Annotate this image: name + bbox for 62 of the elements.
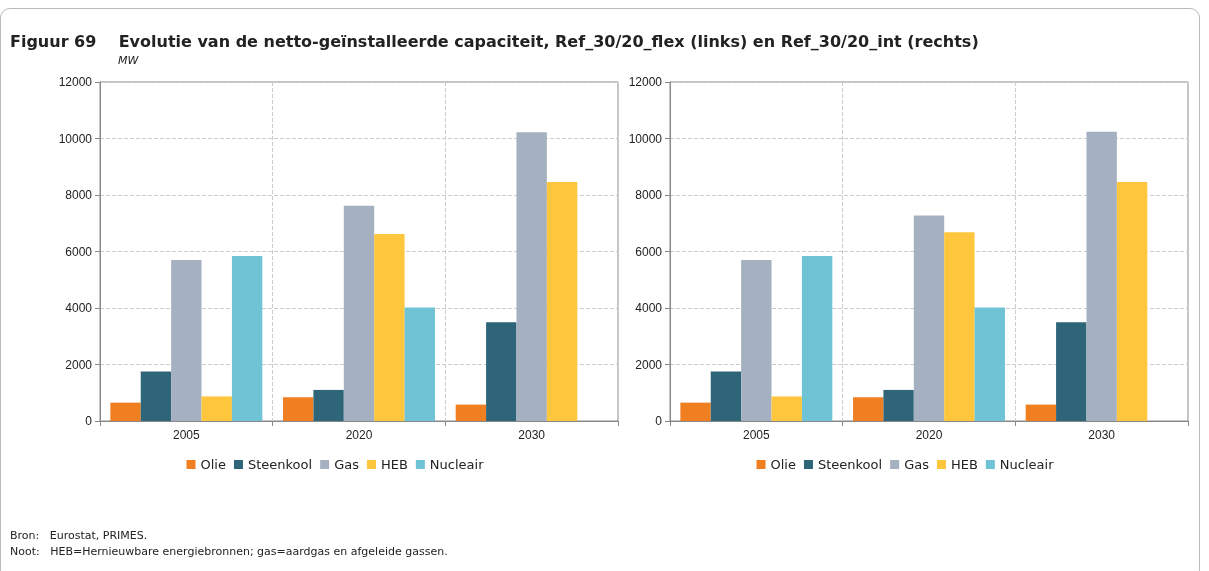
chart-title: Figuur 69 Evolutie van de netto-geïnstalleerde capaciteit, Ref_30/20_flex (links) en Ref_30/20_int (rechts) [10,32,979,51]
bar [546,182,578,421]
legend-label: Olie [770,457,796,472]
legend-label: Steenkool [247,457,313,472]
y-tick-label: 10000 [58,131,93,146]
bar [710,371,742,421]
bar [201,396,232,421]
y-tick-label: 10000 [628,131,663,146]
bar [110,402,141,421]
y-tick-label: 4000 [635,301,663,315]
bar [455,404,487,421]
y-tick-label: 6000 [635,244,663,259]
bar [283,397,314,421]
y-tick-label: 12000 [58,75,93,89]
legend-label: Nucleair [429,457,485,472]
bar [883,389,914,421]
legend-label: Nucleair [999,457,1055,472]
bar [140,371,172,421]
bar [171,259,202,421]
legend-label: HEB [950,457,978,472]
legend-label: Olie [200,457,226,472]
y-tick-label: 6000 [65,244,93,259]
bar [771,396,802,421]
bar [913,215,945,421]
bar [974,307,1005,421]
x-tick-label: 2020 [915,428,943,442]
legend-label: HEB [380,457,408,472]
bar [343,205,375,421]
bar [801,256,833,421]
y-tick-label: 0 [655,414,663,428]
bar [741,259,772,421]
y-tick-label: 4000 [65,301,93,315]
bar [313,389,344,421]
x-tick-label: 2005 [742,428,770,442]
y-tick-label: 8000 [65,188,93,202]
y-tick-label: 0 [85,414,93,428]
text: Bron: Eurostat, PRIMES. [10,529,148,542]
bar [374,233,405,421]
bar [404,307,435,421]
legend-label: Gas [904,457,930,472]
bar [1056,322,1087,421]
bar [1025,404,1057,421]
x-tick-label: 2030 [518,428,546,442]
chart-subtitle: MW [118,54,139,67]
bar [516,132,547,421]
y-tick-label: 12000 [628,75,663,89]
x-tick-label: 2020 [345,428,373,442]
bar [231,256,263,421]
text: Noot: HEB=Hernieuwbare energiebronnen; gas=aardgas en afgeleide gassen. [10,545,448,558]
y-tick-label: 8000 [635,188,663,202]
x-tick-label: 2005 [172,428,200,442]
y-tick-label: 2000 [635,357,663,372]
legend-label: Gas [334,457,360,472]
bar [944,232,975,421]
bar [1086,131,1117,421]
bar [486,322,517,421]
x-tick-label: 2030 [1088,428,1116,442]
y-tick-label: 2000 [65,357,93,372]
bar [853,397,884,421]
bar [680,402,711,421]
legend-label: Steenkool [817,457,883,472]
bar [1116,182,1148,421]
